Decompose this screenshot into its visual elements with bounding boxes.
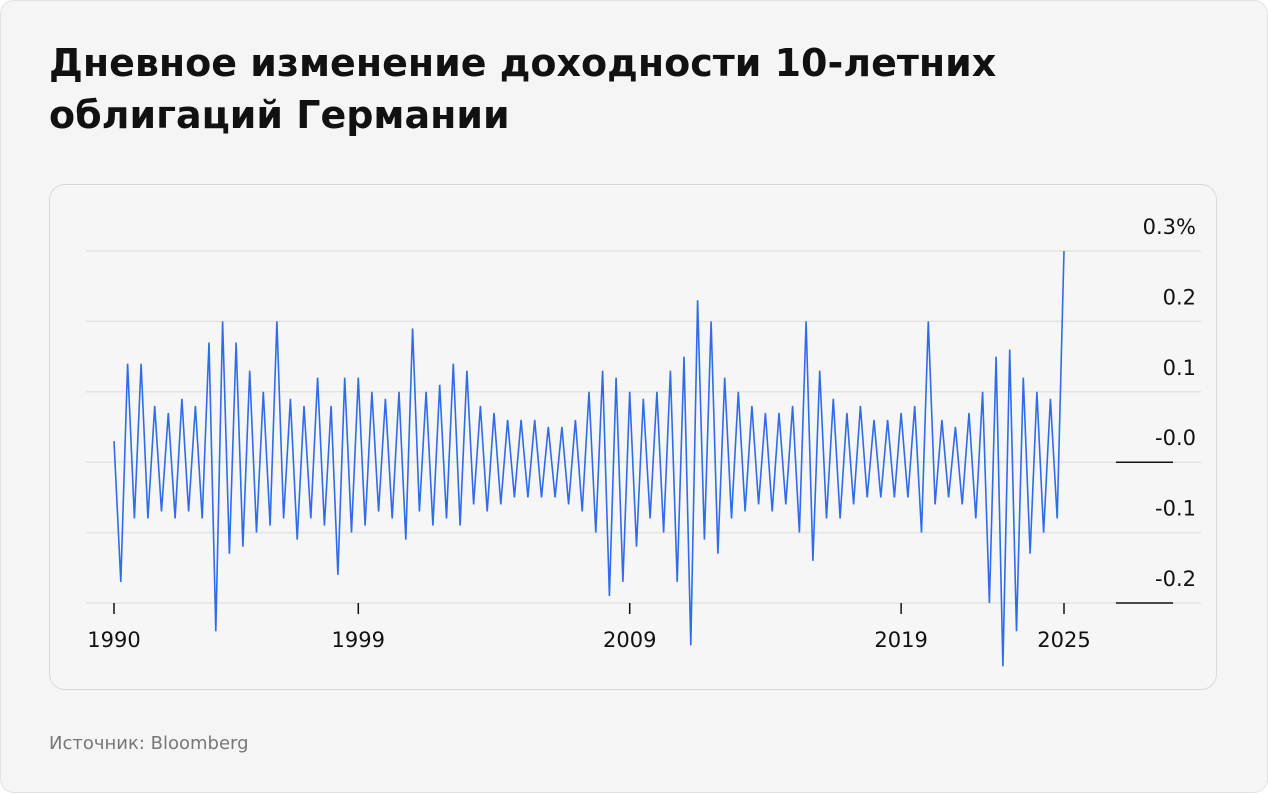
title: Дневное изменение доходности 10-летних о… <box>49 41 997 137</box>
x-tick-label: 2019 <box>874 628 927 652</box>
y-tick-label: 0.2 <box>1163 285 1196 309</box>
y-tick-label: -0.0 <box>1155 426 1196 450</box>
x-tick-label: 1990 <box>87 628 140 652</box>
y-tick-label: -0.1 <box>1155 497 1196 521</box>
y-tick-label: 0.3% <box>1143 215 1196 239</box>
x-tick-label: 2009 <box>603 628 656 652</box>
x-tick-label: 1999 <box>332 628 385 652</box>
source: Источник: Bloomberg <box>49 733 249 754</box>
x-tick-label: 2025 <box>1037 628 1090 652</box>
data-line <box>113 250 1065 667</box>
y-tick-label: 0.1 <box>1163 356 1196 380</box>
y-tick-label: -0.2 <box>1155 567 1196 591</box>
